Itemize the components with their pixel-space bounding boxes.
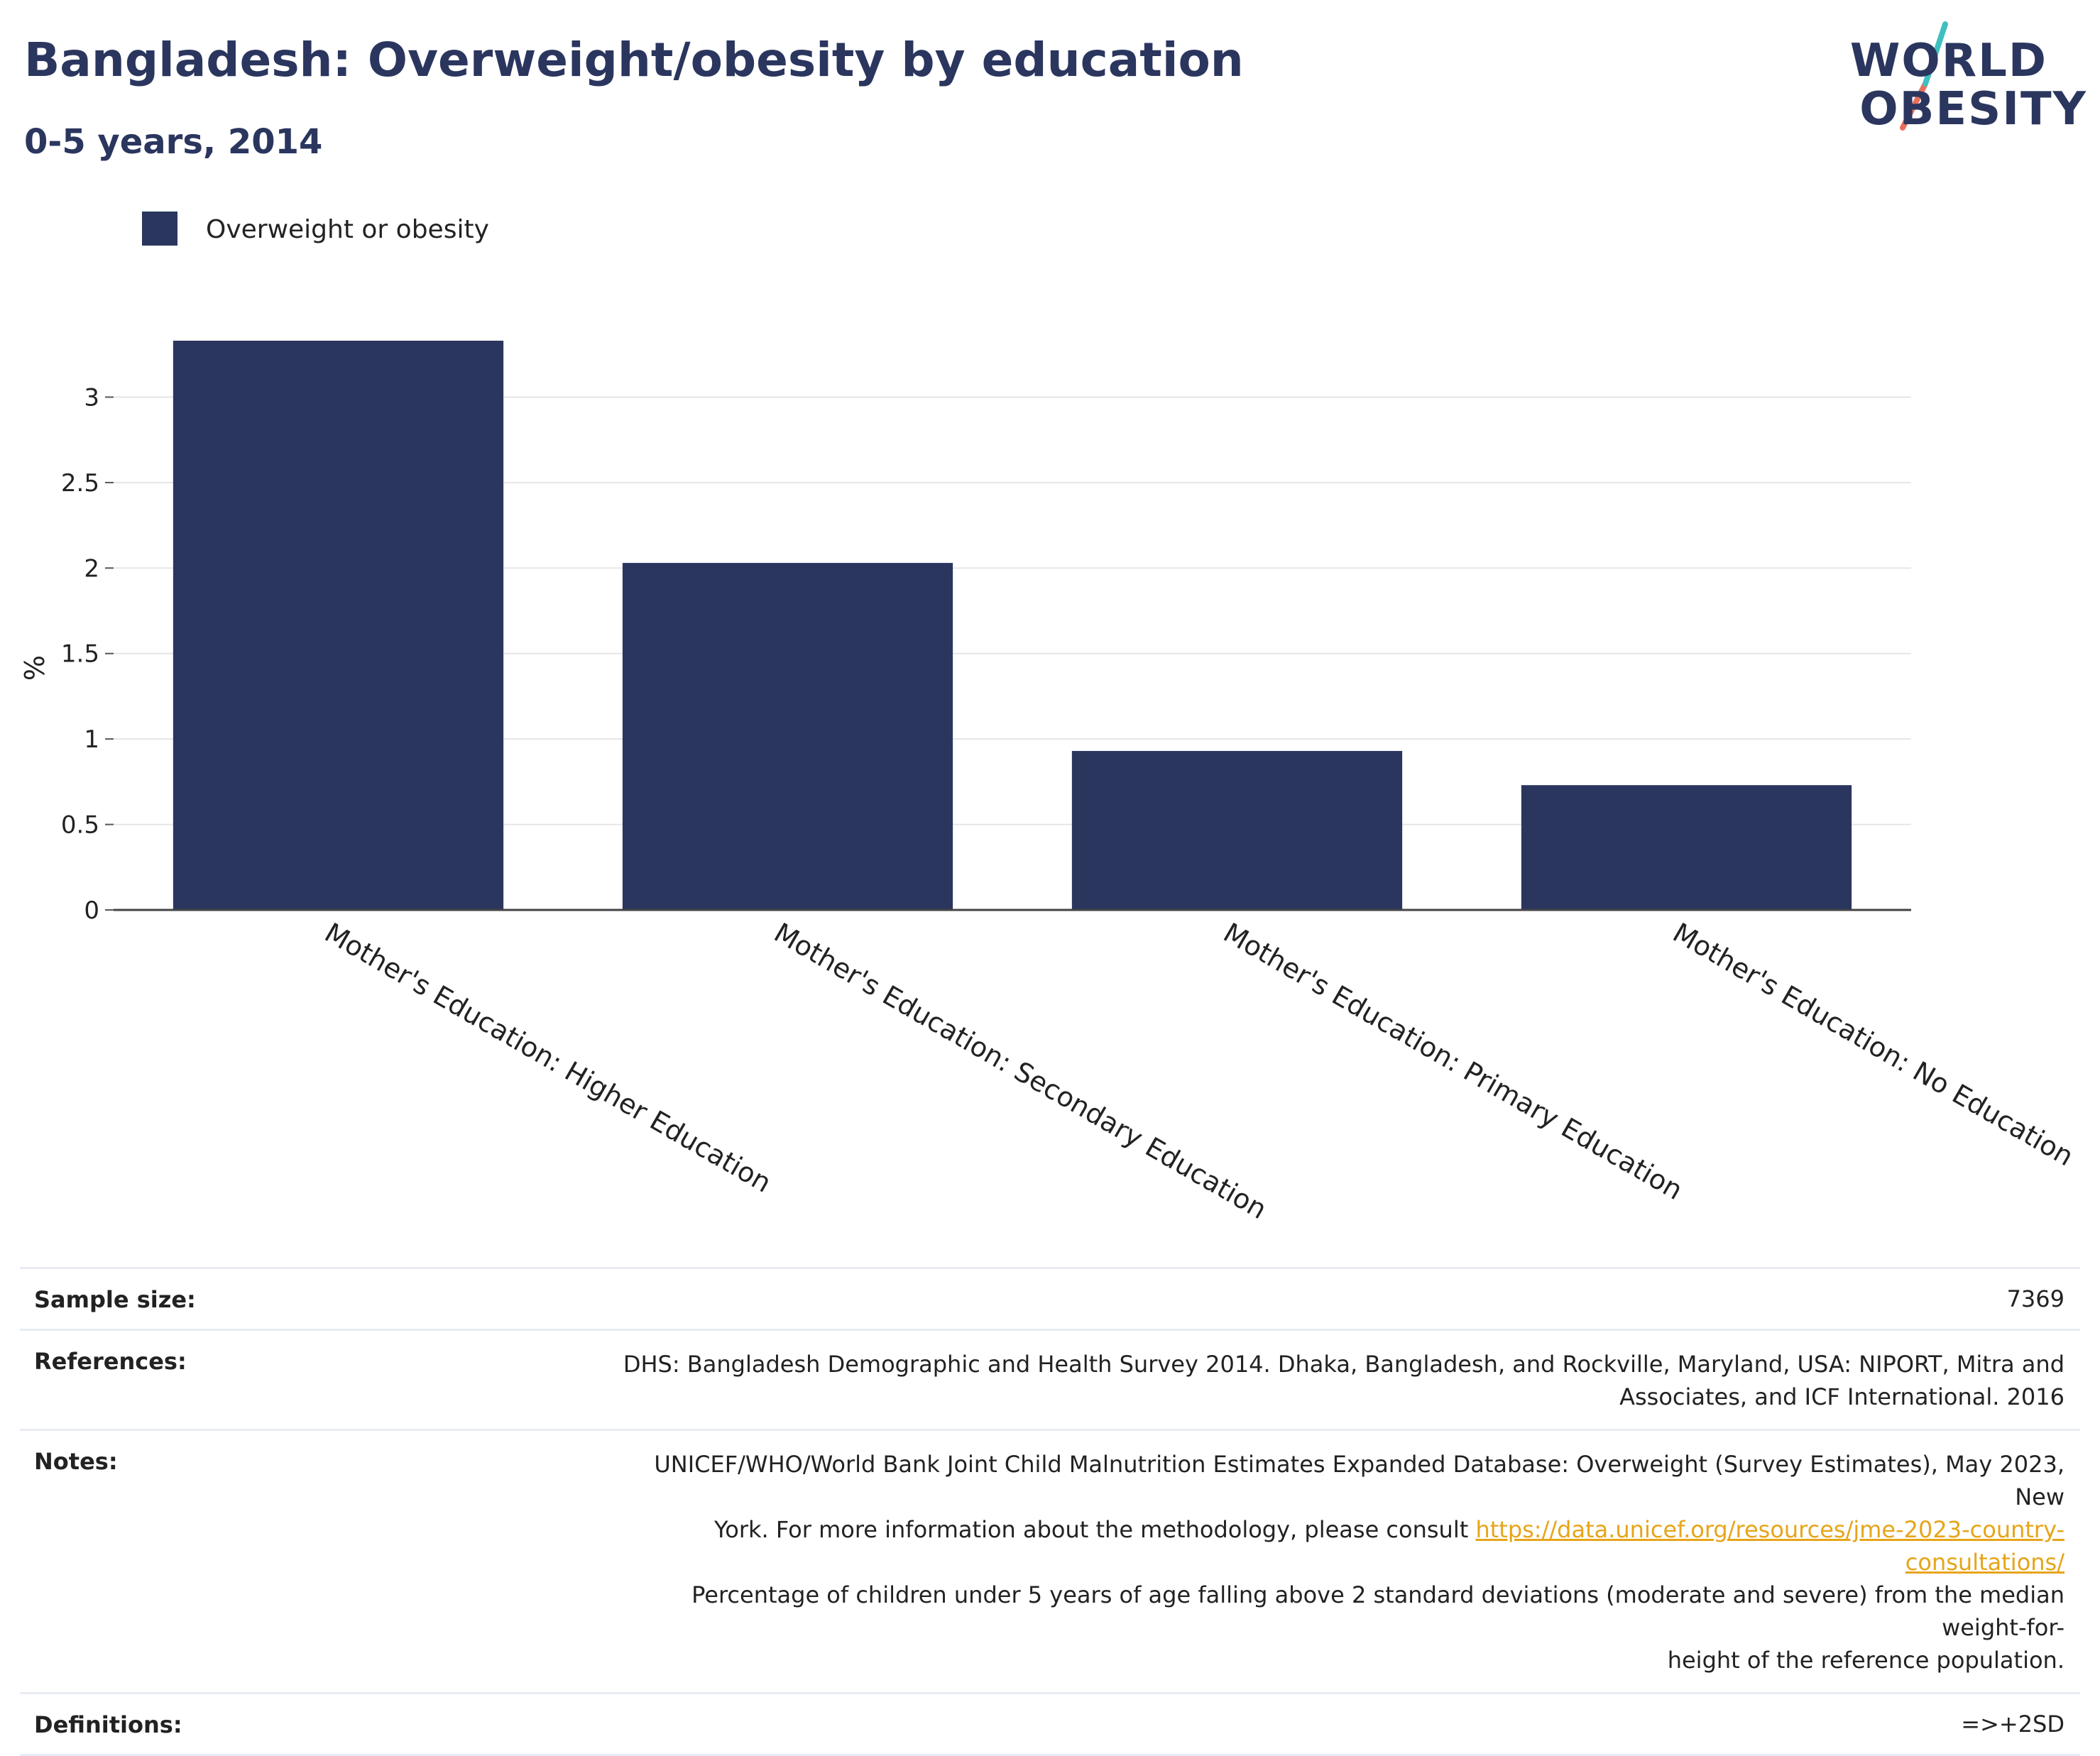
legend-label: Overweight or obesity [206,215,489,244]
logo-word-obesity: OBESITY [1859,83,2087,136]
y-tick-label: 1.5 [61,640,99,669]
notes-line-2-prefix: York. For more information about the met… [713,1516,1469,1543]
sample-size-label: Sample size: [34,1286,196,1313]
definitions-value: =>+2SD [1961,1711,2065,1738]
notes-line-1: UNICEF/WHO/World Bank Joint Child Malnut… [654,1451,2065,1510]
y-tick-label: 2.5 [61,469,99,498]
x-tick-label: Mother's Education: Higher Education [319,917,777,1199]
references-label: References: [34,1348,187,1375]
x-tick-label: Mother's Education: No Education [1668,917,2079,1173]
references-row: References: DHS: Bangladesh Demographic … [20,1329,2080,1429]
y-tick-label: 3 [84,383,99,412]
x-tick-label: Mother's Education: Secondary Education [769,917,1272,1226]
logo-slash-icon [1900,21,1948,131]
info-table: Sample size: 7369 References: DHS: Bangl… [20,1267,2080,1756]
sample-size-value: 7369 [2006,1285,2065,1312]
chart-title: Bangladesh: Overweight/obesity by educat… [24,33,1244,87]
notes-label: Notes: [34,1448,118,1475]
notes-row: Notes: UNICEF/WHO/World Bank Joint Child… [20,1429,2080,1692]
definitions-label: Definitions: [34,1711,182,1738]
bar-chart: Overweight or obesity 0 0.5 1 1.5 2 2.5 3 Moth… [19,212,2079,1226]
y-axis-label: % [19,655,50,681]
references-line-2: Associates, and ICF International. 2016 [1619,1383,2065,1410]
y-tick-label: 0.5 [61,811,99,840]
bar [1071,751,1403,910]
references-line-1: DHS: Bangladesh Demographic and Health S… [623,1351,2065,1378]
bar [173,341,504,910]
notes-line-4: height of the reference population. [1667,1647,2065,1674]
x-tick-label: Mother's Education: Primary Education [1218,917,1688,1206]
legend-swatch [142,212,177,246]
notes-line-3: Percentage of children under 5 years of … [691,1581,2065,1641]
methodology-link[interactable]: https://data.unicef.org/resources/jme-20… [1475,1516,2065,1576]
y-tick-label: 2 [84,554,99,583]
sample-size-row: Sample size: 7369 [20,1267,2080,1329]
world-obesity-logo: WORLD OBESITY [1846,21,2087,149]
definitions-row: Definitions: =>+2SD [20,1692,2080,1756]
references-value: DHS: Bangladesh Demographic and Health S… [623,1348,2065,1413]
bar [1521,785,1852,910]
y-tick-label: 1 [84,725,99,754]
bar [622,563,953,910]
notes-value: UNICEF/WHO/World Bank Joint Child Malnut… [602,1448,2065,1677]
legend: Overweight or obesity [142,212,489,246]
logo-word-world: WORLD [1849,35,2047,87]
y-tick-label: 0 [84,896,99,925]
chart-subtitle: 0-5 years, 2014 [24,122,323,162]
